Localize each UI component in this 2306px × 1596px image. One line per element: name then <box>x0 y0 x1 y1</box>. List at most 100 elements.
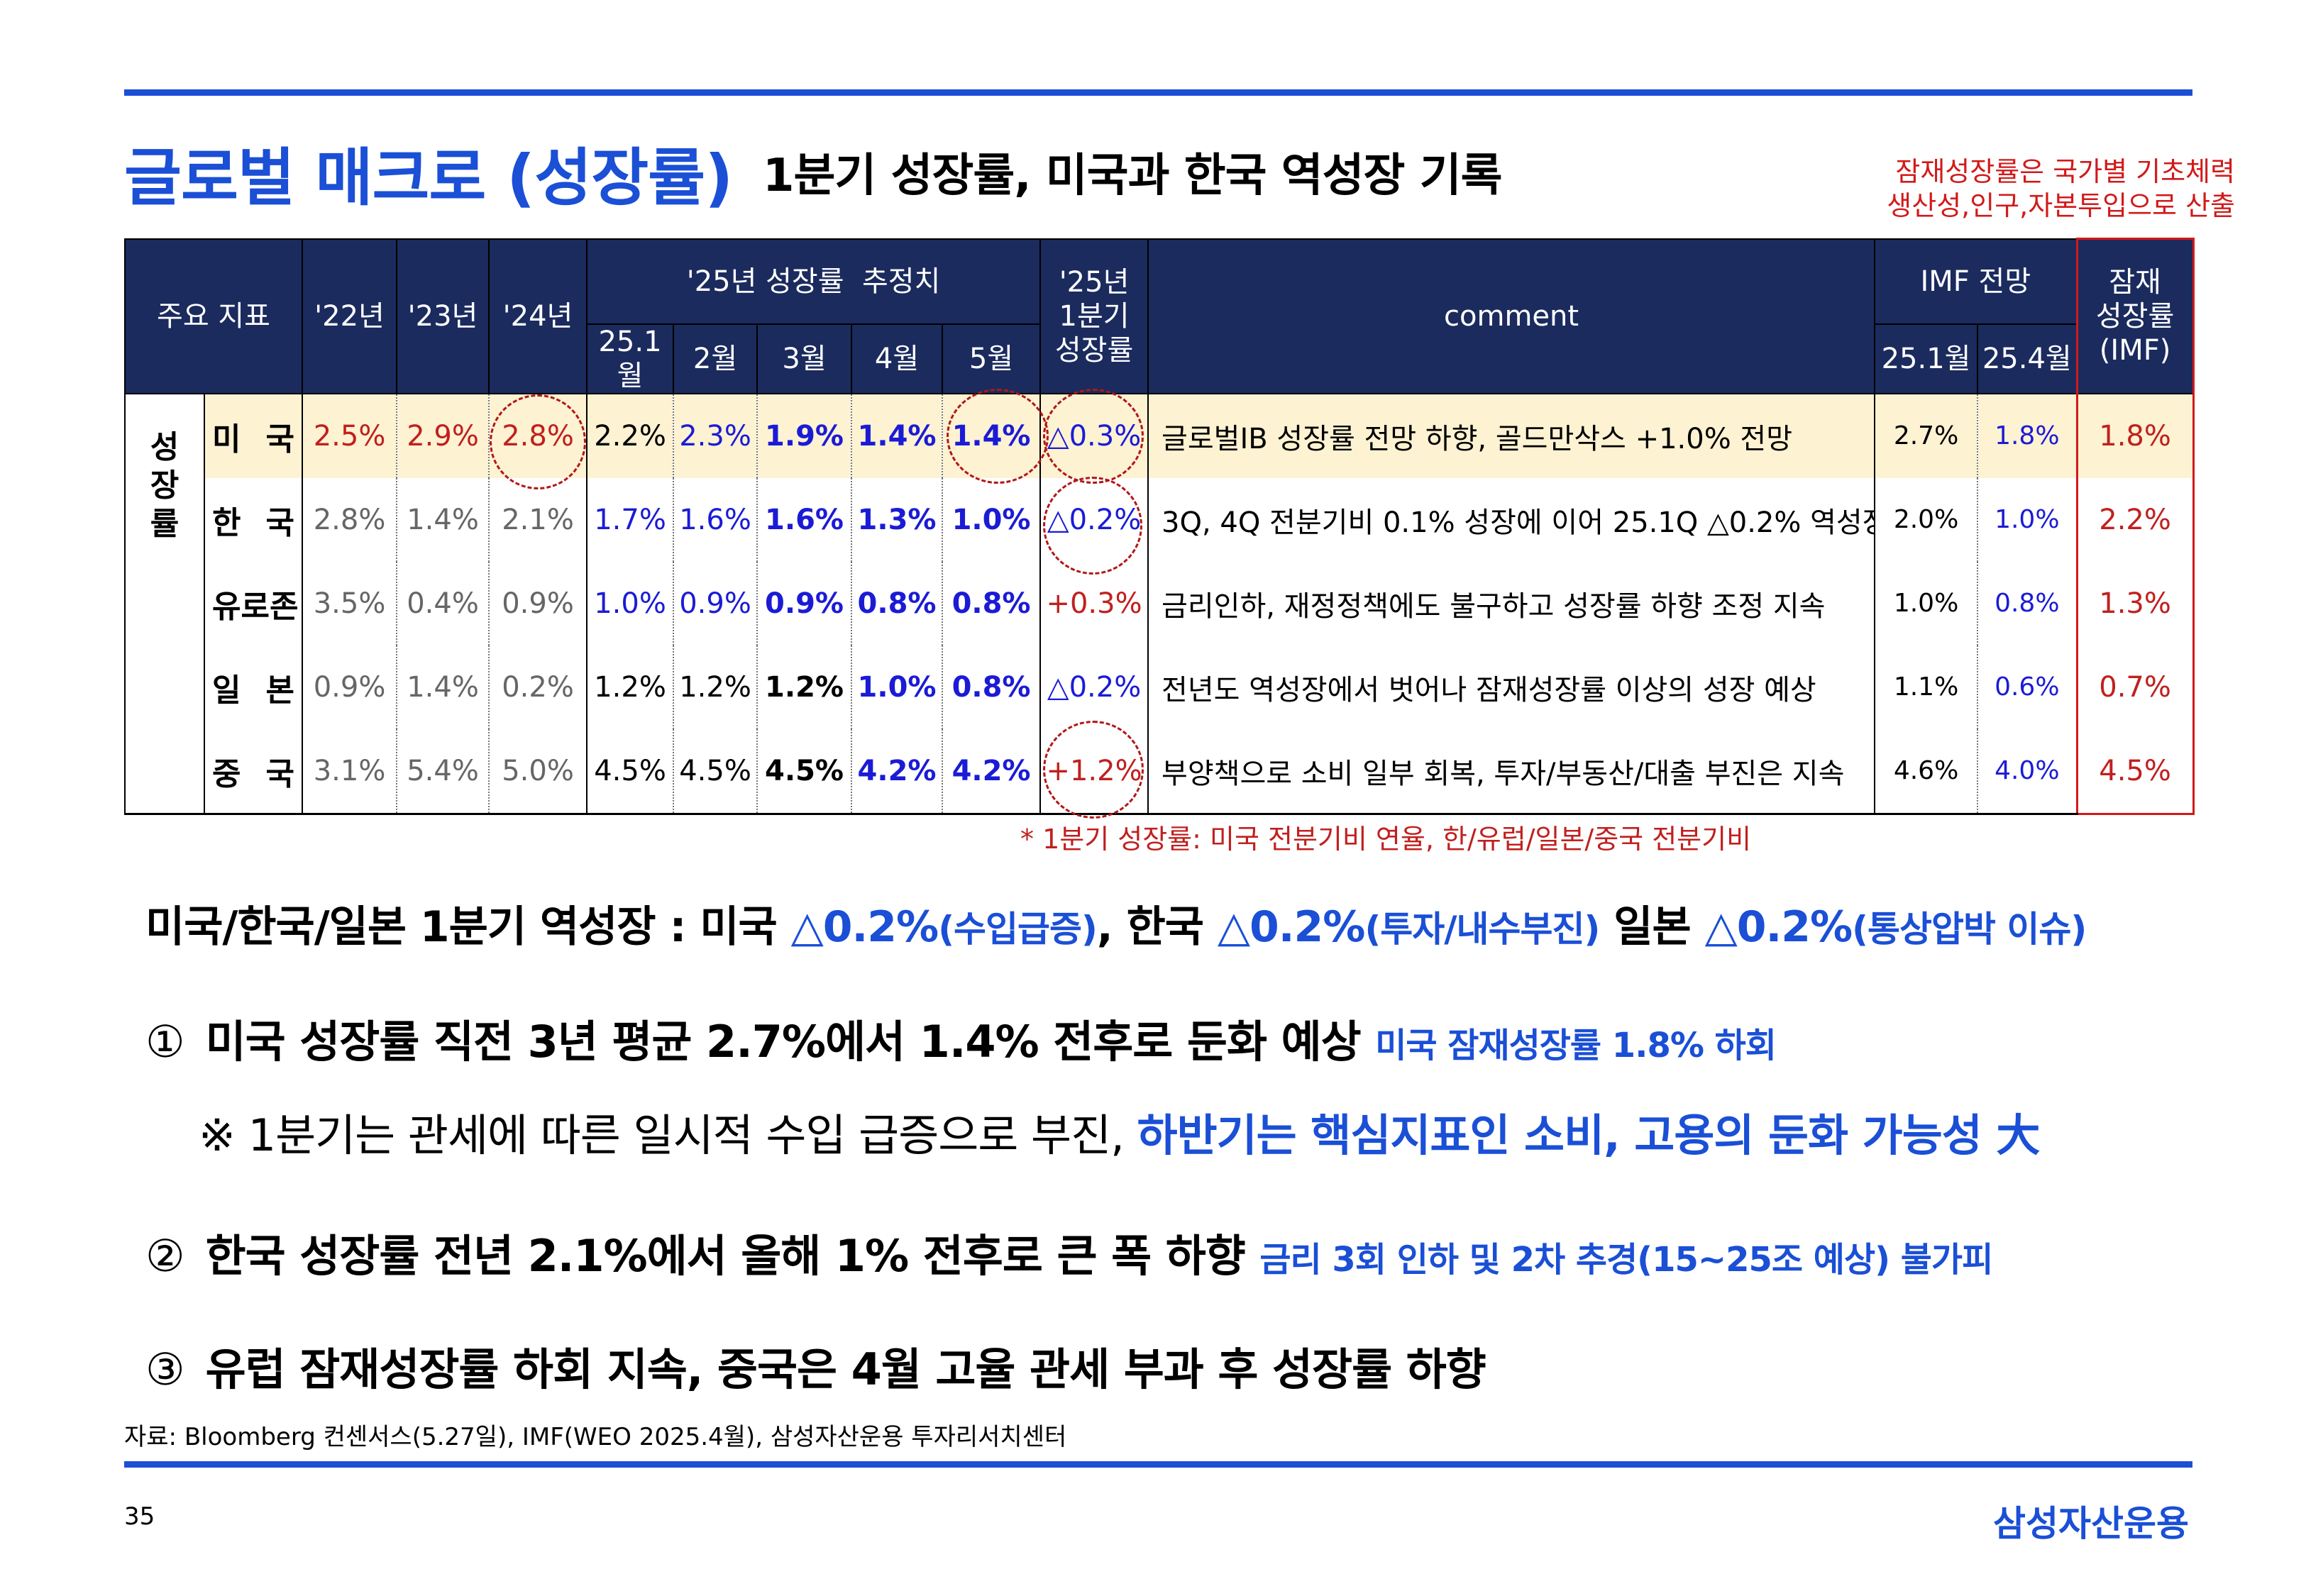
point-2-text: 한국 성장률 전년 2.1%에서 올해 1% 전후로 큰 폭 하향 <box>205 1230 1246 1282</box>
header-est-may: 5월 <box>942 323 1042 394</box>
country-name: 한 국 <box>203 477 304 562</box>
q1-growth: △0.2% <box>1039 645 1149 729</box>
side-note-line: 잠재성장률은 국가별 기초체력 <box>1895 156 2235 187</box>
value-2022: 3.1% <box>302 728 398 815</box>
est-may: 1.4% <box>942 393 1042 478</box>
brand-logo: 삼성자산운용 <box>1993 1503 2189 1544</box>
table-row: 성 장 률 미 국 2.5% 2.9% 2.8% 2.2% 2.3% 1.9% … <box>124 392 2195 815</box>
country-name: 미 국 <box>203 393 304 478</box>
imf-jan: 1.0% <box>1874 561 1979 645</box>
header-imf-group: IMF 전망 <box>1874 238 2078 325</box>
est-may: 1.0% <box>942 477 1042 562</box>
point-1-note: 미국 잠재성장률 1.8% 하회 <box>1375 1026 1777 1065</box>
page-subtitle: 1분기 성장률, 미국과 한국 역성장 기록 <box>763 150 1502 202</box>
value-2023: 2.9% <box>396 393 490 478</box>
q1-growth: △0.2% <box>1039 477 1149 562</box>
growth-table: 주요 지표 '22년 '23년 '24년 '25년 성장률 추정치 '25년 1… <box>123 238 2195 815</box>
est-feb: 1.6% <box>673 477 758 562</box>
potential-growth: 1.3% <box>2075 561 2195 645</box>
headline-lead: 미국/한국/일본 1분기 역성장 : 미국 <box>145 902 791 952</box>
value-2024: 5.0% <box>488 728 588 815</box>
header-q1-line: 1분기 <box>1059 299 1130 333</box>
est-may: 0.8% <box>942 561 1042 645</box>
header-imf-apr: 25.4월 <box>1977 323 2078 394</box>
est-feb: 1.2% <box>673 645 758 729</box>
est-jan: 1.2% <box>586 645 675 729</box>
group-label-char: 성 <box>150 428 180 465</box>
point-1-text: 미국 성장률 직전 3년 평균 2.7%에서 1.4% 전후로 둔화 예상 <box>205 1016 1362 1068</box>
headline-kr-reason: (투자/내수부진) <box>1364 909 1600 950</box>
header-potential-line: (IMF) <box>2099 333 2171 367</box>
group-label: 성 장 률 <box>124 392 205 815</box>
point-2-note: 금리 3회 인하 및 2차 추경(15~25조 예상) 불가피 <box>1259 1240 1993 1280</box>
est-feb: 0.9% <box>673 561 758 645</box>
header-potential-line: 잠재 <box>2109 265 2161 299</box>
country-name: 일 본 <box>203 645 304 729</box>
est-jan: 2.2% <box>586 393 675 478</box>
header-2024: '24년 <box>488 238 588 394</box>
point-3-text: 유럽 잠재성장률 하회 지속, 중국은 4월 고율 관세 부과 후 성장률 하향 <box>205 1343 1486 1395</box>
page-title: 글로벌 매크로 (성장률) <box>124 141 733 214</box>
header-2023: '23년 <box>396 238 490 394</box>
table-footnote: * 1분기 성장률: 미국 전분기비 연율, 한/유럽/일본/중국 전분기비 <box>1020 824 1752 855</box>
est-mar: 4.5% <box>756 728 853 815</box>
imf-apr: 0.8% <box>1977 561 2078 645</box>
comment: 금리인하, 재정정책에도 불구하고 성장률 하향 조정 지속 <box>1147 561 1876 645</box>
point-1-sub-emphasis: 하반기는 핵심지표인 소비, 고용의 둔화 가능성 大 <box>1137 1109 2041 1161</box>
est-jan: 4.5% <box>586 728 675 815</box>
value-2023: 1.4% <box>396 645 490 729</box>
est-jan: 1.0% <box>586 561 675 645</box>
imf-jan: 1.1% <box>1874 645 1979 729</box>
q1-growth: +1.2% <box>1039 728 1149 815</box>
group-label-char: 률 <box>150 505 180 542</box>
header-2022: '22년 <box>302 238 398 394</box>
side-note-line: 생산성,인구,자본투입으로 산출 <box>1887 190 2235 221</box>
header-imf-jan: 25.1월 <box>1874 323 1979 394</box>
point-1-number: ① <box>145 1016 185 1068</box>
est-mar: 0.9% <box>756 561 853 645</box>
headline: 미국/한국/일본 1분기 역성장 : 미국 △0.2%(수입급증), 한국 △0… <box>145 892 2087 954</box>
point-3: ③ 유럽 잠재성장률 하회 지속, 중국은 4월 고율 관세 부과 후 성장률 하… <box>145 1334 1486 1397</box>
potential-growth: 2.2% <box>2075 477 2195 562</box>
comment: 3Q, 4Q 전분기비 0.1% 성장에 이어 25.1Q △0.2% 역성장 <box>1147 477 1876 562</box>
value-2024: 2.1% <box>488 477 588 562</box>
imf-apr: 1.0% <box>1977 477 2078 562</box>
est-may: 0.8% <box>942 645 1042 729</box>
header-q1-growth: '25년 1분기 성장률 <box>1039 238 1149 394</box>
est-feb: 4.5% <box>673 728 758 815</box>
table-row: 일 본 0.9% 1.4% 0.2% 1.2% 1.2% 1.2% 1.0% 0… <box>125 645 2195 729</box>
headline-mid2: 일본 <box>1599 902 1705 952</box>
headline-kr-value: △0.2% <box>1217 902 1366 952</box>
top-rule <box>124 89 2192 96</box>
header-est-jan: 25.1월 <box>586 323 675 394</box>
imf-jan: 4.6% <box>1874 728 1979 815</box>
point-2-number: ② <box>145 1230 185 1282</box>
header-estimate-group: '25년 성장률 추정치 <box>586 238 1042 325</box>
value-2022: 2.8% <box>302 477 398 562</box>
header-potential-growth: 잠재 성장률 (IMF) <box>2075 238 2195 394</box>
value-2023: 1.4% <box>396 477 490 562</box>
imf-apr: 0.6% <box>1977 645 2078 729</box>
est-apr: 0.8% <box>851 561 944 645</box>
est-apr: 1.0% <box>851 645 944 729</box>
headline-us-value: △0.2% <box>790 902 939 952</box>
potential-growth: 4.5% <box>2075 728 2195 815</box>
country-name: 유로존 <box>203 561 304 645</box>
est-apr: 1.3% <box>851 477 944 562</box>
est-apr: 4.2% <box>851 728 944 815</box>
group-label-char: 장 <box>150 467 180 504</box>
header-est-mar: 3월 <box>756 323 853 394</box>
comment: 글로벌IB 성장률 전망 하향, 골드만삭스 +1.0% 전망 <box>1147 393 1876 478</box>
headline-jp-value: △0.2% <box>1704 902 1853 952</box>
q1-growth: △0.3% <box>1039 393 1149 478</box>
imf-apr: 1.8% <box>1977 393 2078 478</box>
source-note: 자료: Bloomberg 컨센서스(5.27일), IMF(WEO 2025.… <box>124 1423 1067 1451</box>
q1-growth: +0.3% <box>1039 561 1149 645</box>
imf-jan: 2.7% <box>1874 393 1979 478</box>
potential-growth: 1.8% <box>2075 393 2195 478</box>
point-3-number: ③ <box>145 1343 185 1395</box>
headline-mid: , 한국 <box>1096 902 1218 952</box>
value-2023: 0.4% <box>396 561 490 645</box>
bottom-rule <box>124 1461 2192 1468</box>
value-2024: 2.8% <box>488 393 588 478</box>
